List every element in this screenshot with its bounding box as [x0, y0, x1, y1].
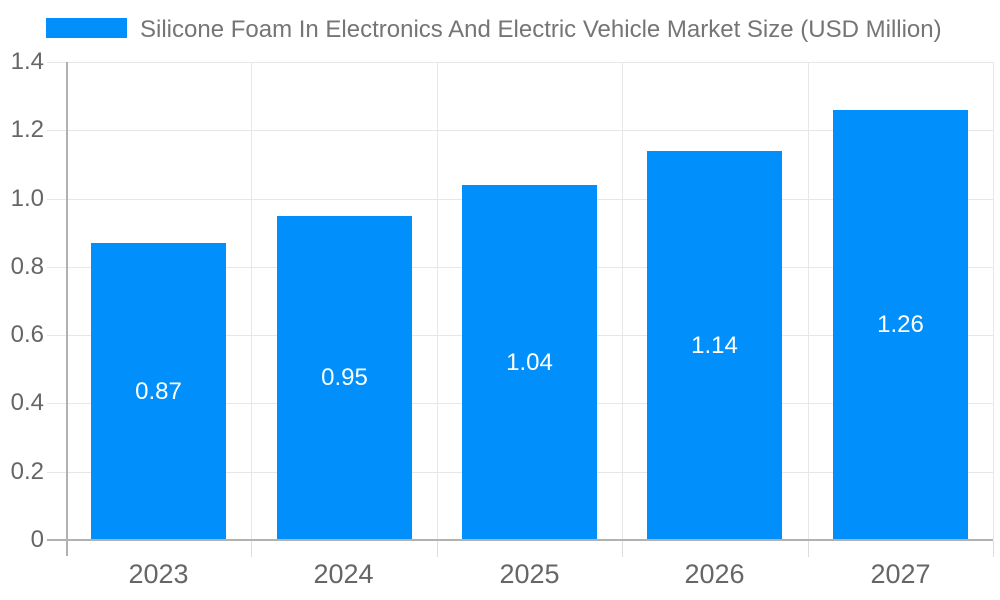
legend-swatch[interactable] [46, 18, 127, 38]
bar-label: 0.87 [135, 378, 182, 405]
x-tick-label: 2024 [313, 559, 374, 589]
y-tick-label: 0.2 [10, 458, 44, 485]
gridline-v [622, 62, 623, 540]
gridline-h [47, 62, 993, 63]
gridline-h [47, 130, 993, 131]
y-tick-label: 1.2 [10, 116, 44, 143]
x-axis-line [47, 539, 993, 541]
bar-2025[interactable] [462, 185, 597, 539]
axis-tick [437, 541, 438, 557]
y-axis-line [66, 62, 68, 556]
gridline-v [808, 62, 809, 540]
y-tick-label: 1.0 [10, 185, 44, 212]
y-tick-label: 0.8 [10, 253, 44, 280]
bar-label: 0.95 [321, 364, 368, 391]
axis-tick [251, 541, 252, 557]
x-tick-label: 2025 [499, 559, 560, 589]
y-tick-label: 0 [30, 526, 44, 553]
y-tick-label: 1.4 [10, 48, 44, 75]
x-tick-label: 2023 [128, 559, 189, 589]
x-tick-label: 2027 [870, 559, 931, 589]
bar-2027[interactable] [833, 110, 968, 539]
bar-label: 1.04 [506, 349, 553, 376]
bar-label: 1.14 [691, 332, 738, 359]
bar-2023[interactable] [91, 243, 226, 539]
gridline-v [993, 62, 994, 540]
y-tick-label: 0.4 [10, 389, 44, 416]
axis-tick [993, 541, 994, 557]
axis-tick [622, 541, 623, 557]
bar-2024[interactable] [277, 216, 412, 539]
chart-title: Silicone Foam In Electronics And Electri… [140, 16, 942, 43]
bar-label: 1.26 [877, 311, 924, 338]
gridline-v [437, 62, 438, 540]
chart-header: Silicone Foam In Electronics And Electri… [0, 0, 1000, 50]
y-tick-label: 0.6 [10, 321, 44, 348]
axis-tick [808, 541, 809, 557]
gridline-v [251, 62, 252, 540]
bar-2026[interactable] [647, 151, 782, 539]
x-tick-label: 2026 [684, 559, 745, 589]
